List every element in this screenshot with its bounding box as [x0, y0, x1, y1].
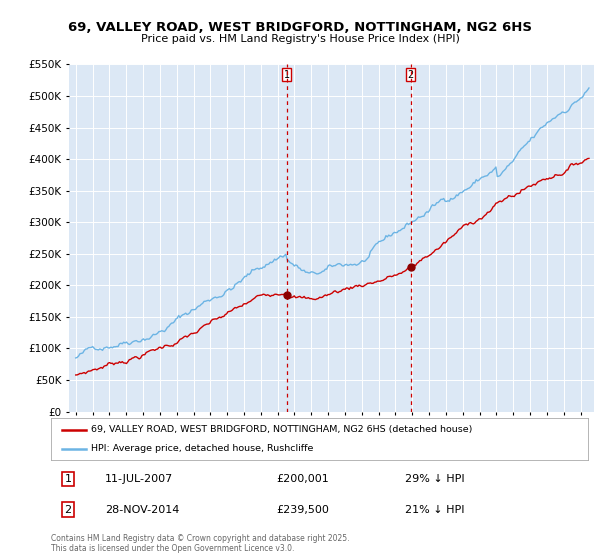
Text: 69, VALLEY ROAD, WEST BRIDGFORD, NOTTINGHAM, NG2 6HS (detached house): 69, VALLEY ROAD, WEST BRIDGFORD, NOTTING…	[91, 425, 473, 434]
Text: 2: 2	[64, 505, 71, 515]
Text: £200,001: £200,001	[277, 474, 329, 484]
Text: 29% ↓ HPI: 29% ↓ HPI	[406, 474, 465, 484]
Text: HPI: Average price, detached house, Rushcliffe: HPI: Average price, detached house, Rush…	[91, 445, 314, 454]
Text: £239,500: £239,500	[277, 505, 329, 515]
Text: Price paid vs. HM Land Registry's House Price Index (HPI): Price paid vs. HM Land Registry's House …	[140, 34, 460, 44]
Bar	[287, 64, 411, 412]
Text: 1: 1	[284, 69, 290, 80]
Text: 2: 2	[407, 69, 414, 80]
Text: 69, VALLEY ROAD, WEST BRIDGFORD, NOTTINGHAM, NG2 6HS: 69, VALLEY ROAD, WEST BRIDGFORD, NOTTING…	[68, 21, 532, 34]
Text: Contains HM Land Registry data © Crown copyright and database right 2025.
This d: Contains HM Land Registry data © Crown c…	[51, 534, 349, 553]
Text: 28-NOV-2014: 28-NOV-2014	[105, 505, 179, 515]
Text: 1: 1	[64, 474, 71, 484]
Text: 21% ↓ HPI: 21% ↓ HPI	[406, 505, 465, 515]
Text: 11-JUL-2007: 11-JUL-2007	[105, 474, 173, 484]
